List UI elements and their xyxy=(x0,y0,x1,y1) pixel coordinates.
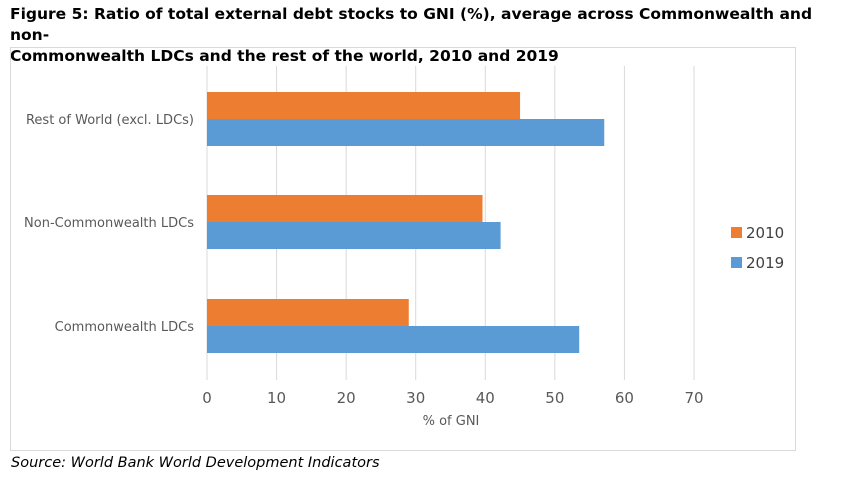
x-tick-label: 30 xyxy=(406,389,425,407)
legend-swatch-2010 xyxy=(731,227,742,238)
bar-2010-2 xyxy=(207,92,521,119)
bar-2019-2 xyxy=(207,119,605,146)
x-axis-title: % of GNI xyxy=(423,414,480,429)
bar-2019-0 xyxy=(207,326,580,353)
legend-swatch-2019 xyxy=(731,257,742,268)
x-tick-label: 70 xyxy=(684,389,703,407)
category-label: Rest of World (excl. LDCs) xyxy=(26,113,194,128)
x-tick-label: 20 xyxy=(337,389,356,407)
x-tick-label: 0 xyxy=(202,389,212,407)
bar-2010-0 xyxy=(207,299,409,326)
chart-frame xyxy=(10,47,796,451)
x-tick-label: 60 xyxy=(615,389,634,407)
x-tick-label: 40 xyxy=(476,389,495,407)
bar-2010-1 xyxy=(207,195,483,222)
legend-label: 2019 xyxy=(746,254,784,272)
x-tick-label: 10 xyxy=(267,389,286,407)
source-note: Source: World Bank World Development Ind… xyxy=(11,455,380,471)
category-label: Non-Commonwealth LDCs xyxy=(24,216,194,231)
figure-title: Figure 5: Ratio of total external debt s… xyxy=(10,5,813,65)
bar-2019-1 xyxy=(207,222,501,249)
x-tick-label: 50 xyxy=(545,389,564,407)
category-label: Commonwealth LDCs xyxy=(55,320,195,335)
legend-label: 2010 xyxy=(746,224,784,242)
